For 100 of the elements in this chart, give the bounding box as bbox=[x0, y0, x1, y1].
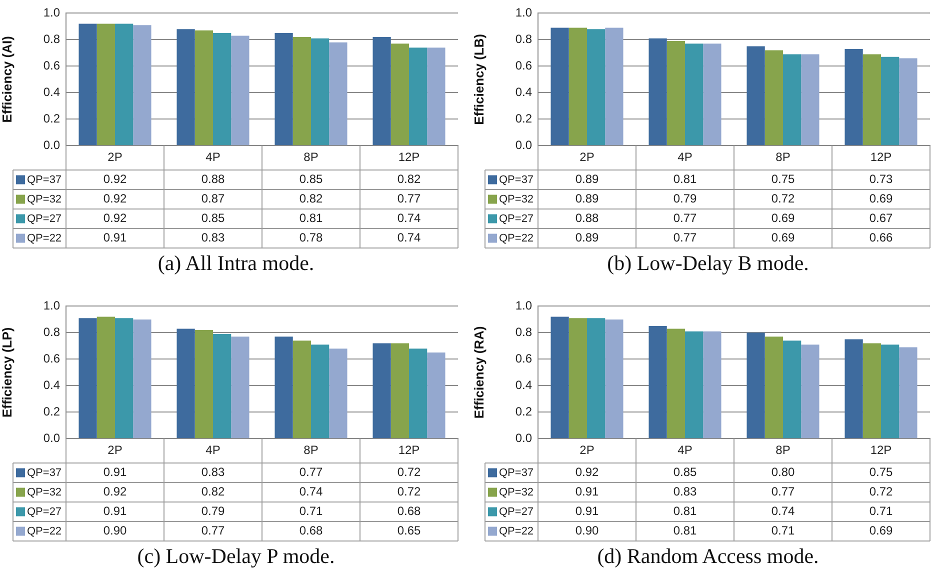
bar bbox=[274, 33, 293, 146]
bar bbox=[292, 340, 311, 438]
data-label: 0.92 bbox=[103, 172, 127, 186]
data-label: 0.74 bbox=[299, 484, 323, 499]
data-label: 0.91 bbox=[103, 504, 127, 518]
data-label: 0.75 bbox=[869, 465, 893, 480]
data-label: 0.92 bbox=[103, 484, 127, 499]
data-label: 0.87 bbox=[201, 192, 225, 206]
data-label: 0.71 bbox=[771, 524, 795, 538]
bar bbox=[96, 316, 115, 438]
x-tick-label: 8P bbox=[304, 443, 318, 458]
bar bbox=[427, 48, 446, 146]
legend-label: QP=37 bbox=[499, 174, 534, 186]
y-tick-label: 0.6 bbox=[43, 58, 60, 72]
data-label: 0.67 bbox=[869, 211, 893, 226]
data-label: 0.80 bbox=[771, 465, 795, 480]
data-label: 0.74 bbox=[771, 504, 795, 518]
x-tick-label: 8P bbox=[304, 150, 318, 164]
bar bbox=[176, 328, 195, 438]
bar bbox=[783, 340, 802, 438]
x-tick-label: 2P bbox=[108, 443, 122, 458]
bar bbox=[329, 42, 348, 146]
data-label: 0.91 bbox=[575, 484, 599, 499]
bar bbox=[96, 24, 115, 146]
x-tick-label: 12P bbox=[870, 150, 892, 164]
legend-label: QP=32 bbox=[499, 193, 534, 206]
legend-label: QP=27 bbox=[499, 212, 534, 225]
data-label: 0.85 bbox=[201, 211, 225, 226]
bar bbox=[746, 332, 765, 438]
x-tick-label: 12P bbox=[398, 443, 420, 458]
y-axis-title: Efficiency (LB) bbox=[471, 34, 486, 125]
legend-label: QP=22 bbox=[499, 232, 534, 244]
bar bbox=[862, 54, 881, 146]
data-label: 0.66 bbox=[869, 230, 893, 245]
bar bbox=[311, 344, 330, 438]
bar bbox=[274, 336, 293, 438]
data-label: 0.77 bbox=[673, 230, 697, 245]
y-tick-label: 0.4 bbox=[515, 378, 532, 392]
y-tick-label: 0.2 bbox=[515, 404, 532, 418]
data-label: 0.82 bbox=[397, 172, 421, 186]
data-label: 0.68 bbox=[397, 504, 421, 518]
y-tick-label: 1.0 bbox=[515, 6, 532, 20]
y-tick-label: 0.0 bbox=[43, 430, 60, 445]
y-tick-label: 0.6 bbox=[43, 351, 60, 366]
y-tick-label: 0.8 bbox=[515, 32, 532, 46]
bar bbox=[605, 28, 624, 146]
y-tick-label: 0.8 bbox=[43, 32, 60, 46]
bar bbox=[703, 331, 722, 438]
bar bbox=[292, 37, 311, 146]
data-label: 0.92 bbox=[575, 465, 599, 480]
data-label: 0.69 bbox=[869, 192, 893, 206]
bar bbox=[801, 54, 820, 146]
legend-label: QP=32 bbox=[27, 193, 62, 206]
data-label: 0.75 bbox=[771, 172, 795, 186]
data-label: 0.71 bbox=[299, 504, 323, 518]
data-label: 0.77 bbox=[673, 211, 697, 226]
data-label: 0.85 bbox=[673, 465, 697, 480]
legend-label: QP=32 bbox=[499, 486, 534, 498]
data-label: 0.81 bbox=[673, 524, 697, 538]
data-label: 0.85 bbox=[299, 172, 323, 186]
legend-label: QP=22 bbox=[27, 232, 62, 244]
legend-label: QP=37 bbox=[27, 174, 62, 186]
legend-label: QP=27 bbox=[27, 506, 62, 518]
bar bbox=[372, 37, 391, 146]
y-tick-label: 0.2 bbox=[43, 111, 60, 126]
data-label: 0.72 bbox=[869, 484, 893, 499]
data-label: 0.69 bbox=[771, 211, 795, 226]
x-tick-label: 12P bbox=[398, 150, 420, 164]
y-tick-label: 0.8 bbox=[43, 324, 60, 339]
legend-label: QP=27 bbox=[27, 212, 62, 225]
bar bbox=[746, 46, 765, 146]
bar bbox=[115, 24, 134, 146]
bar bbox=[409, 48, 428, 146]
bar bbox=[390, 343, 409, 438]
text: (b) Low-Delay B mode. bbox=[606, 251, 810, 276]
bar bbox=[568, 318, 587, 438]
data-label: 0.69 bbox=[869, 524, 893, 538]
data-label: 0.90 bbox=[103, 524, 127, 538]
bar bbox=[311, 38, 330, 146]
data-label: 0.77 bbox=[397, 192, 421, 206]
y-tick-label: 0.8 bbox=[515, 324, 532, 339]
legend-label: QP=32 bbox=[27, 486, 62, 498]
bar bbox=[685, 44, 704, 146]
y-tick-label: 0.0 bbox=[515, 138, 532, 152]
data-label: 0.68 bbox=[299, 524, 323, 538]
bar bbox=[587, 318, 606, 438]
bar bbox=[550, 316, 569, 438]
bar bbox=[605, 319, 624, 438]
bar bbox=[764, 50, 783, 146]
data-label: 0.89 bbox=[575, 172, 599, 186]
bar bbox=[133, 319, 152, 438]
bar bbox=[231, 336, 250, 438]
bar bbox=[390, 44, 409, 146]
bar bbox=[213, 334, 232, 438]
y-tick-label: 0.0 bbox=[515, 430, 532, 445]
x-tick-label: 2P bbox=[108, 150, 122, 164]
data-label: 0.77 bbox=[299, 465, 323, 480]
text: (a) All Intra mode. bbox=[156, 251, 316, 276]
data-label: 0.90 bbox=[575, 524, 599, 538]
bar bbox=[587, 29, 606, 146]
